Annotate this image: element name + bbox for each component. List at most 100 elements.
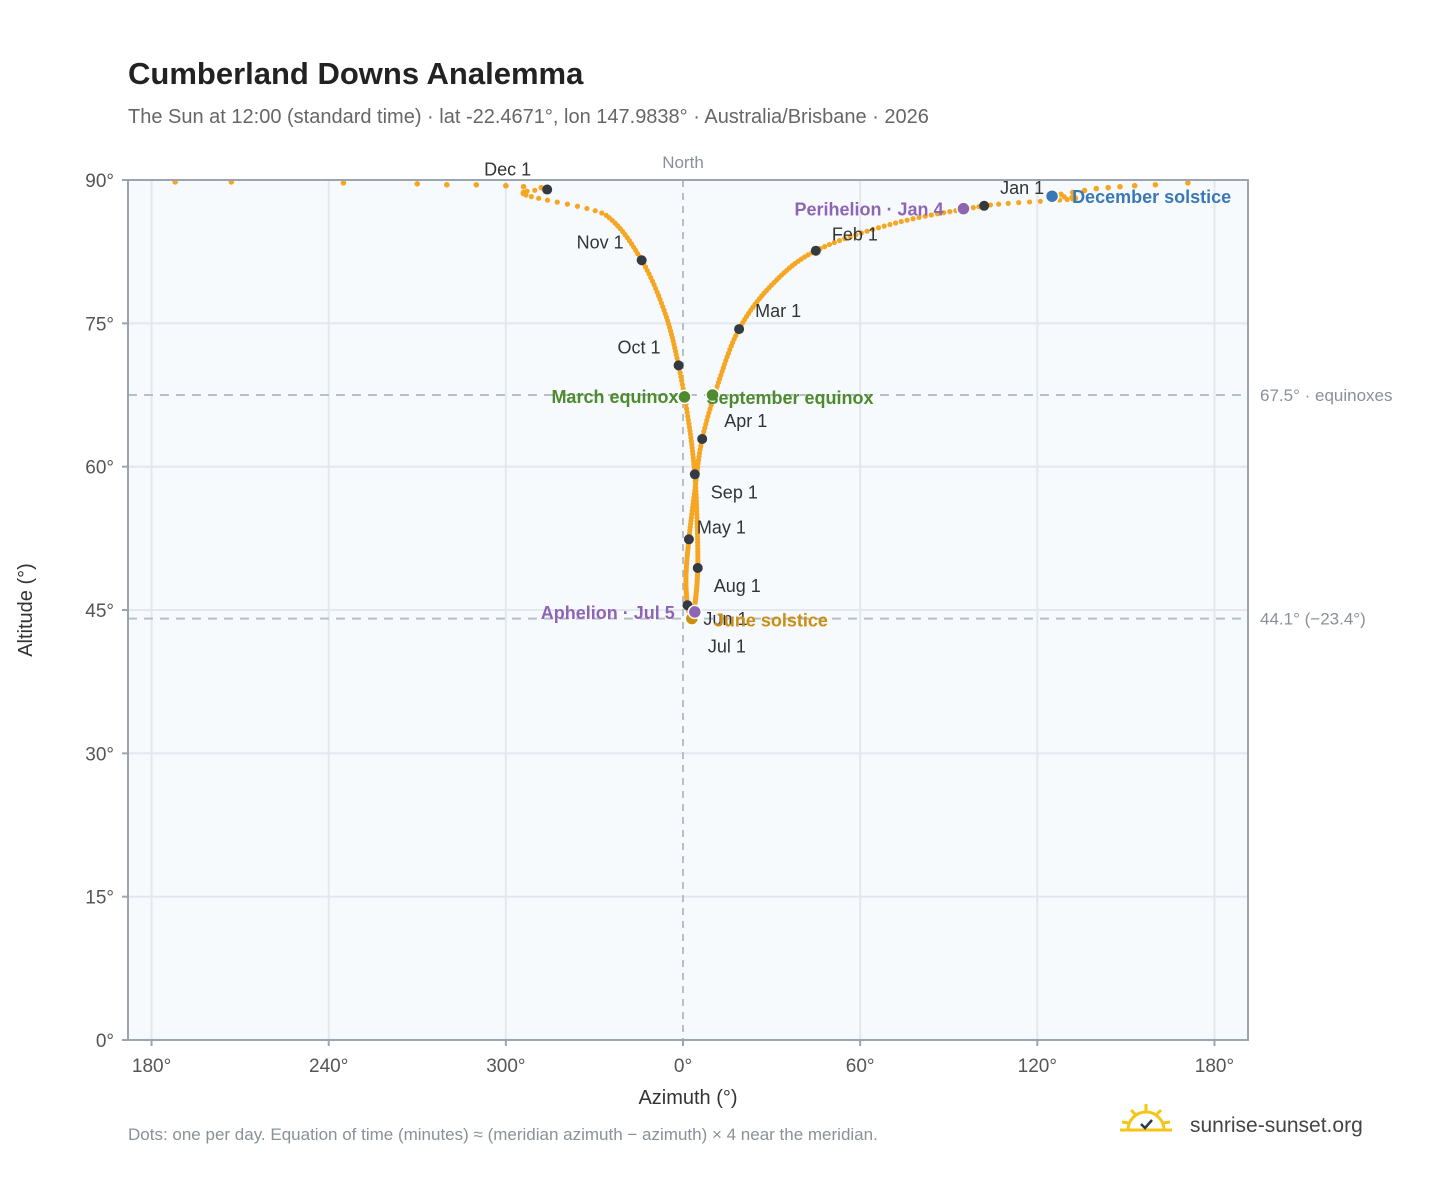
daily-dot: [1070, 196, 1076, 202]
daily-dot: [1016, 200, 1022, 206]
daily-dot: [875, 225, 882, 231]
month-marker-label: Jul 1: [708, 637, 746, 657]
daily-dot: [941, 210, 947, 216]
daily-dot: [916, 214, 922, 221]
daily-dot: [831, 239, 837, 246]
daily-dot: [1131, 182, 1138, 189]
daily-dot: [554, 199, 560, 205]
y-tick-label: 75°: [85, 314, 114, 335]
daily-dot: [910, 216, 916, 222]
month-marker-dot: [810, 245, 821, 256]
daily-dot: [1064, 196, 1070, 203]
event-marker-dot: [677, 389, 692, 405]
daily-dot: [603, 212, 609, 218]
daily-dot: [679, 378, 685, 384]
daily-dot: [934, 211, 941, 217]
daily-dot: [987, 202, 994, 208]
event-marker-dot: [956, 201, 971, 216]
x-tick-label: 0°: [674, 1056, 692, 1077]
event-marker-label: June solstice: [714, 611, 828, 631]
daily-dot: [904, 217, 910, 223]
daily-dot: [584, 205, 590, 212]
daily-dot: [947, 209, 953, 215]
event-markers: March equinox September equinox June solst…: [541, 187, 1231, 630]
daily-dot: [503, 182, 509, 189]
reference-line-label: 44.1° (−23.4°): [1260, 610, 1366, 629]
x-tick-label: 120°: [1018, 1056, 1057, 1077]
y-axis-title: Altitude (°): [15, 563, 37, 657]
daily-dot: [1105, 184, 1111, 191]
brand-name: sunrise-sunset.org: [1190, 1114, 1363, 1137]
y-tick-label: 30°: [85, 744, 114, 765]
daily-dot: [1005, 200, 1011, 206]
daily-dot: [864, 228, 870, 234]
x-tick-label: 180°: [1195, 1056, 1234, 1077]
daily-dot: [678, 374, 684, 380]
daily-dot: [996, 201, 1002, 207]
daily-dot: [922, 213, 928, 219]
daily-dot: [853, 232, 859, 238]
month-marker-label: Jun 1: [703, 609, 747, 629]
chart-title: Cumberland Downs Analemma: [128, 56, 584, 91]
month-marker-dot: [689, 469, 700, 480]
daily-dot: [444, 181, 450, 188]
y-tick-label: 0°: [96, 1031, 114, 1052]
daily-dot: [1058, 191, 1064, 198]
daily-dot: [1117, 183, 1123, 190]
daily-dot: [679, 381, 685, 388]
y-tick-label: 15°: [85, 888, 114, 909]
footnote: Dots: one per day. Equation of time (min…: [128, 1125, 878, 1144]
daily-dot: [928, 212, 934, 218]
daily-dot: [1093, 185, 1100, 192]
month-marker-dot: [697, 433, 708, 444]
daily-dot: [870, 226, 876, 233]
daily-dot: [340, 180, 347, 186]
daily-dot: [822, 244, 828, 250]
month-marker-label: Sep 1: [711, 482, 758, 502]
month-marker-label: Mar 1: [755, 301, 801, 321]
daily-dot: [1037, 198, 1043, 204]
daily-dot: [1069, 189, 1076, 196]
daily-dot: [574, 203, 581, 209]
daily-dot: [599, 210, 605, 216]
daily-dot: [887, 221, 893, 228]
month-marker-dot: [673, 360, 684, 371]
y-tick-label: 45°: [85, 601, 114, 622]
month-marker-dot: [979, 200, 990, 211]
y-tick-label: 60°: [85, 458, 114, 479]
month-marker-label: Feb 1: [832, 225, 878, 245]
sun-logo-icon: [1120, 1104, 1172, 1132]
month-marker-label: May 1: [697, 517, 746, 537]
daily-dot: [524, 188, 530, 194]
daily-dot: [564, 201, 571, 207]
daily-dot: [536, 195, 542, 201]
x-tick-label: 180°: [132, 1056, 171, 1077]
month-marker-label: Dec 1: [484, 160, 531, 180]
daily-dot: [847, 234, 853, 240]
daily-dot: [1185, 180, 1191, 186]
reference-line-label: 67.5° · equinoxes: [1260, 386, 1393, 405]
month-marker-dot: [734, 324, 745, 335]
y-tick-label: 90°: [85, 171, 114, 192]
x-tick-label: 240°: [309, 1056, 348, 1077]
month-marker-label: Apr 1: [724, 411, 767, 431]
daily-dot: [1081, 187, 1088, 194]
month-marker-label: Nov 1: [577, 232, 624, 252]
x-axis-title: Azimuth (°): [638, 1087, 737, 1109]
daily-dot: [473, 181, 480, 188]
daily-dot: [858, 230, 864, 236]
daily-dot: [685, 413, 691, 419]
daily-dot: [683, 405, 690, 412]
x-tick-label: 300°: [486, 1056, 525, 1077]
daily-dot: [1152, 181, 1159, 188]
event-marker-label: September equinox: [707, 388, 874, 408]
daily-dot: [520, 183, 527, 190]
month-markers: Jan 1 Feb 1 Mar 1 Apr 1 May 1 Jun 1 Jul 1 Aug 1…: [484, 160, 1044, 657]
daily-dot: [684, 409, 690, 415]
daily-dot: [528, 194, 534, 200]
daily-dot: [826, 241, 832, 248]
event-marker-label: Perihelion · Jan 4: [794, 200, 943, 220]
event-marker-label: March equinox: [551, 387, 678, 407]
daily-dot: [898, 218, 904, 225]
